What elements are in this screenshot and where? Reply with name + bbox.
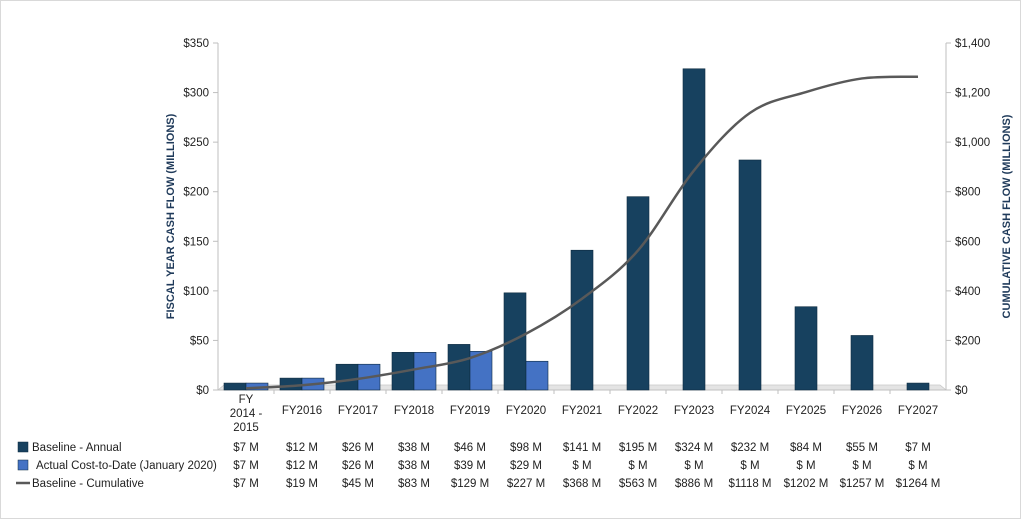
table-cell: $12 M [286, 460, 318, 472]
left-tick-label: $250 [183, 137, 209, 149]
category-label: FY2018 [394, 405, 434, 417]
category-label: FY2017 [338, 405, 378, 417]
table-cell: $26 M [342, 442, 374, 454]
table-cell: $39 M [454, 460, 486, 472]
table-cell: $7 M [233, 460, 259, 472]
left-tick-label: $300 [183, 88, 209, 100]
table-cell: $1257 M [840, 478, 885, 490]
table-cell: $98 M [510, 442, 542, 454]
bar-baseline-annual [570, 249, 594, 391]
table-cell: $ M [740, 460, 759, 472]
bar-baseline-annual [682, 68, 706, 391]
bar-baseline-annual [906, 382, 930, 391]
category-label: FY2025 [786, 405, 826, 417]
bar-baseline-annual [794, 306, 818, 391]
bar-actual-cost [413, 352, 437, 391]
bar-baseline-annual [738, 159, 762, 391]
bar-baseline-annual [335, 363, 359, 391]
table-cell: $886 M [675, 478, 713, 490]
bar-actual-cost [525, 360, 549, 391]
table-cell: $368 M [563, 478, 601, 490]
table-cell: $141 M [563, 442, 601, 454]
right-tick-label: $400 [955, 286, 981, 298]
table-cell: $46 M [454, 442, 486, 454]
category-label: FY2024 [730, 405, 771, 417]
left-tick-label: $350 [183, 38, 209, 50]
legend-label: Actual Cost-to-Date (January 2020) [36, 460, 217, 472]
table-cell: $1202 M [784, 478, 829, 490]
table-cell: $232 M [731, 442, 769, 454]
category-label: FY2019 [450, 405, 490, 417]
bar-baseline-annual [223, 382, 247, 391]
left-tick-label: $50 [190, 335, 209, 347]
table-cell: $12 M [286, 442, 318, 454]
table-cell: $ M [572, 460, 591, 472]
right-tick-label: $600 [955, 236, 981, 248]
table-cell: $38 M [398, 460, 430, 472]
table-cell: $1264 M [896, 478, 941, 490]
category-label: FY2027 [898, 405, 938, 417]
legend-key-actual-cost [17, 459, 29, 471]
table-cell: $563 M [619, 478, 657, 490]
table-cell: $26 M [342, 460, 374, 472]
table-cell: $38 M [398, 442, 430, 454]
left-tick-label: $100 [183, 286, 209, 298]
left-tick-label: $150 [183, 236, 209, 248]
table-cell: $1118 M [728, 478, 771, 490]
left-axis-title: FISCAL YEAR CASH FLOW (MILLIONS) [165, 113, 177, 319]
table-cell: $7 M [233, 442, 259, 454]
table-cell: $324 M [675, 442, 713, 454]
bar-baseline-annual [279, 377, 303, 391]
category-label: FY 2014 -2015 [230, 394, 263, 434]
table-cell: $45 M [342, 478, 374, 490]
category-label: FY2020 [506, 405, 546, 417]
category-label: FY2023 [674, 405, 714, 417]
right-axis-title: CUMULATIVE CASH FLOW (MILLIONS) [1001, 114, 1013, 318]
table-cell: $84 M [790, 442, 822, 454]
table-cell: $227 M [507, 478, 545, 490]
legend-label: Baseline - Cumulative [32, 478, 144, 490]
right-tick-label: $200 [955, 335, 981, 347]
table-cell: $7 M [233, 478, 259, 490]
table-cell: $ M [908, 460, 927, 472]
right-tick-label: $1,000 [955, 137, 990, 149]
table-cell: $195 M [619, 442, 657, 454]
category-label: FY2021 [562, 405, 602, 417]
table-cell: $ M [852, 460, 871, 472]
bar-baseline-annual [850, 335, 874, 391]
right-tick-label: $1,200 [955, 88, 990, 100]
bar-baseline-annual [626, 196, 650, 391]
right-tick-label: $0 [955, 385, 968, 397]
bar-baseline-annual [447, 344, 471, 391]
table-cell: $129 M [451, 478, 489, 490]
table-cell: $55 M [846, 442, 878, 454]
table-cell: $ M [684, 460, 703, 472]
left-tick-label: $200 [183, 187, 209, 199]
category-label: FY2022 [618, 405, 658, 417]
right-tick-label: $800 [955, 187, 981, 199]
legend-label: Baseline - Annual [32, 442, 122, 454]
category-label: FY2016 [282, 405, 322, 417]
legend-key-baseline-annual [17, 441, 29, 453]
left-tick-label: $0 [196, 385, 209, 397]
line-baseline-cumulative [245, 75, 919, 390]
table-cell: $7 M [905, 442, 931, 454]
table-cell: $19 M [286, 478, 318, 490]
category-label: FY2026 [842, 405, 882, 417]
bar-actual-cost [469, 351, 493, 391]
bar-baseline-annual [503, 292, 527, 391]
table-cell: $ M [628, 460, 647, 472]
table-cell: $83 M [398, 478, 430, 490]
table-cell: $29 M [510, 460, 542, 472]
right-tick-label: $1,400 [955, 38, 990, 50]
table-cell: $ M [796, 460, 815, 472]
